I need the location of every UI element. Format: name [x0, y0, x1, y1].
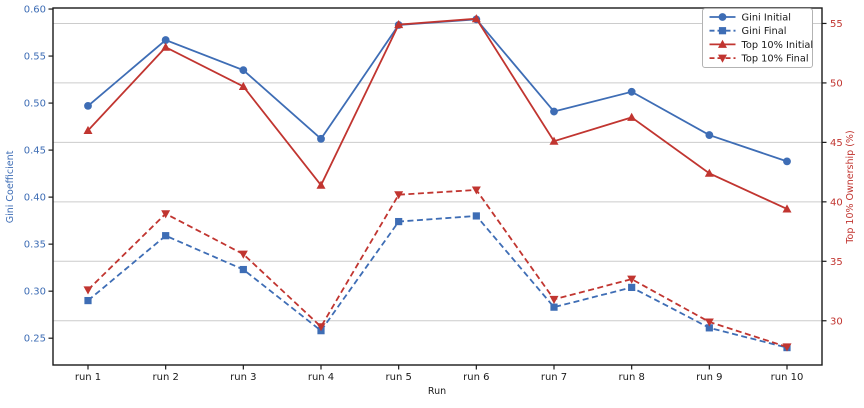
series-top-10-final — [83, 186, 792, 352]
data-point-marker — [718, 13, 727, 21]
data-point-marker — [471, 14, 481, 23]
right-tick-label: 45 — [830, 138, 843, 149]
series-line — [87, 189, 788, 348]
data-point-marker — [316, 180, 326, 189]
left-tick-label: 0.50 — [24, 99, 46, 110]
legend-box — [702, 8, 813, 68]
x-tick-label: run 5 — [386, 372, 412, 383]
data-point-marker — [628, 283, 636, 292]
x-tick-label: run 7 — [541, 372, 567, 383]
series-line — [87, 215, 788, 349]
left-tick-label: 0.35 — [24, 240, 46, 251]
left-tick-label: 0.25 — [24, 334, 46, 345]
left-tick-label: 0.45 — [24, 146, 46, 157]
legend-label: Gini Initial — [742, 13, 791, 24]
right-tick-label: 50 — [830, 78, 843, 89]
left-axis-title: Gini Coefficient — [5, 150, 16, 223]
data-point-marker — [395, 217, 403, 226]
data-point-marker — [718, 54, 727, 63]
data-point-marker — [705, 131, 714, 139]
data-point-marker — [472, 212, 480, 220]
left-tick-label: 0.40 — [24, 193, 46, 204]
x-tick-label: run 10 — [771, 372, 804, 383]
data-point-marker — [162, 232, 170, 240]
data-point-marker — [83, 125, 93, 134]
legend-label: Gini Final — [742, 26, 787, 37]
x-tick-label: run 9 — [696, 372, 722, 383]
data-point-marker — [782, 343, 792, 352]
x-axis-title: Run — [428, 386, 446, 397]
data-point-marker — [704, 168, 714, 177]
x-tick-label: run 1 — [75, 372, 101, 383]
plot-border — [52, 7, 823, 366]
data-point-marker — [627, 112, 637, 121]
x-tick-label: run 4 — [308, 372, 334, 383]
left-tick-label: 0.55 — [24, 52, 46, 63]
x-tick-label: run 3 — [230, 372, 256, 383]
left-tick-label: 0.30 — [24, 287, 46, 298]
data-point-marker — [627, 275, 637, 284]
data-point-marker — [718, 39, 727, 48]
x-tick-label: run 2 — [153, 372, 179, 383]
left-tick-label: 0.60 — [24, 5, 46, 16]
legend-label: Top 10% Final — [741, 54, 809, 65]
data-point-marker — [550, 107, 558, 116]
series-line — [87, 17, 788, 210]
right-tick-label: 55 — [830, 19, 843, 30]
data-point-marker — [705, 324, 713, 332]
data-point-marker — [161, 36, 170, 44]
x-tick-label: run 8 — [619, 372, 645, 383]
data-point-marker — [316, 323, 326, 332]
data-point-marker — [704, 318, 714, 327]
right-tick-label: 30 — [830, 316, 843, 327]
data-point-marker — [84, 102, 92, 110]
right-tick-label: 35 — [830, 257, 843, 268]
data-point-marker — [549, 136, 559, 145]
x-tick-label: run 6 — [463, 372, 489, 383]
legend: Gini Initial Gini Final Top 10% Initial Top… — [702, 8, 814, 68]
data-point-marker — [783, 157, 791, 166]
data-point-marker — [239, 66, 248, 75]
right-tick-label: 40 — [830, 197, 843, 208]
data-point-marker — [238, 81, 248, 90]
data-point-marker — [239, 265, 247, 274]
legend-label: Top 10% Initial — [741, 40, 814, 51]
data-point-marker — [83, 286, 93, 295]
right-axis-title: Top 10% Ownership (%) — [845, 130, 856, 244]
data-point-marker — [549, 295, 559, 304]
series-line — [87, 18, 788, 163]
series-top-10-initial — [83, 14, 792, 213]
data-point-marker — [394, 191, 404, 200]
data-point-marker — [394, 20, 404, 29]
data-point-marker — [238, 250, 248, 259]
data-point-marker — [471, 186, 481, 195]
data-point-marker — [84, 296, 92, 305]
data-point-marker — [550, 303, 558, 311]
data-point-marker — [161, 210, 171, 219]
data-point-marker — [782, 204, 792, 213]
data-point-marker — [161, 42, 171, 51]
series-gini-final — [84, 212, 791, 352]
data-point-marker — [627, 87, 636, 96]
data-point-marker — [317, 134, 325, 143]
data-point-marker — [718, 27, 727, 35]
